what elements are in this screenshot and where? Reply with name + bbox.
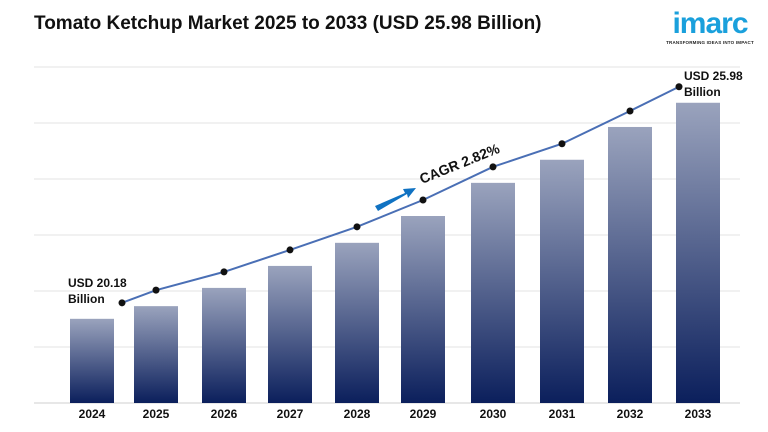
x-tick-label: 2032 — [617, 407, 644, 421]
bar-2031 — [540, 159, 584, 403]
trend-point-2030 — [489, 163, 497, 171]
x-tick-label: 2026 — [211, 407, 238, 421]
bar-2029 — [401, 216, 445, 403]
trend-point-2025 — [152, 286, 160, 294]
bar-2033 — [676, 102, 720, 403]
x-tick-label: 2028 — [344, 407, 371, 421]
trend-point-2024 — [118, 299, 126, 307]
trend-point-2032 — [626, 107, 634, 115]
x-tick-label: 2024 — [79, 407, 106, 421]
bar-2027 — [268, 265, 312, 403]
start-value-label: USD 20.18 — [68, 276, 127, 290]
cagr-label: CAGR 2.82% — [417, 140, 502, 187]
bar-2026 — [202, 287, 246, 403]
end-value-label: USD 25.98 — [684, 69, 743, 83]
trend-point-2026 — [220, 268, 228, 276]
trend-point-2028 — [353, 223, 361, 231]
x-tick-label: 2029 — [410, 407, 437, 421]
x-tick-label: 2025 — [143, 407, 170, 421]
trend-line — [121, 85, 680, 304]
x-tick-label: 2030 — [480, 407, 507, 421]
trend-point-2029 — [419, 196, 427, 204]
start-value-unit: Billion — [68, 292, 105, 306]
trend-point-2033 — [675, 83, 683, 91]
trend-point-2031 — [558, 140, 566, 148]
trend-point-2027 — [286, 246, 294, 254]
logo-word: imarc — [672, 7, 748, 40]
bar-2025 — [134, 306, 178, 403]
chart-title: Tomato Ketchup Market 2025 to 2033 (USD … — [34, 13, 542, 34]
x-tick-label: 2033 — [685, 407, 712, 421]
bar-2028 — [335, 242, 379, 403]
bar-2030 — [471, 182, 515, 403]
bar-2024 — [70, 318, 114, 403]
x-tick-label: 2027 — [277, 407, 304, 421]
imarc-logo: imarc TRANSFORMING IDEAS INTO IMPACT — [660, 7, 760, 46]
x-tick-label: 2031 — [549, 407, 576, 421]
cagr-arrow-icon — [375, 188, 416, 211]
end-value-unit: Billion — [684, 85, 721, 99]
logo-tagline: TRANSFORMING IDEAS INTO IMPACT — [666, 40, 754, 45]
bar-2032 — [608, 126, 652, 403]
